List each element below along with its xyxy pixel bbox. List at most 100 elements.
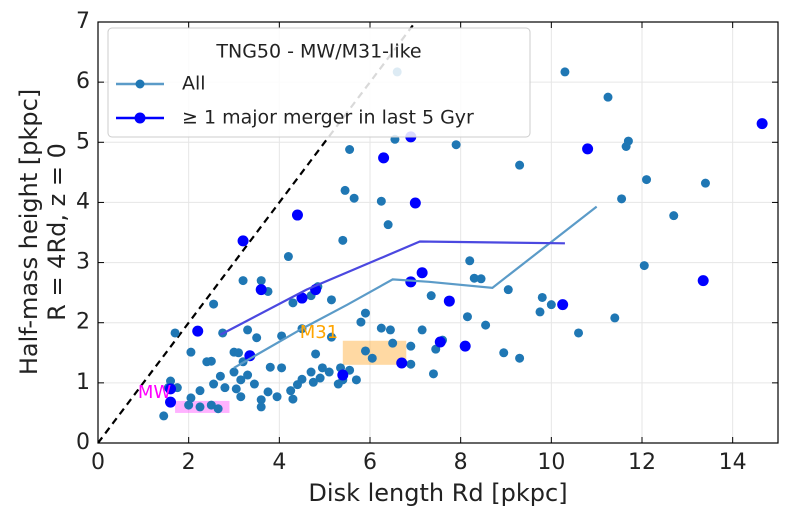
scatter-point xyxy=(249,379,259,389)
scatter-point xyxy=(476,274,486,284)
scatter-point xyxy=(574,328,584,338)
scatter-point xyxy=(311,349,321,359)
y-tick-label: 1 xyxy=(76,370,90,395)
scatter-point xyxy=(186,393,196,403)
scatter-point xyxy=(326,332,336,342)
scatter-point xyxy=(582,143,594,155)
scatter-point xyxy=(434,336,446,348)
scatter-point xyxy=(428,369,438,379)
median-line xyxy=(219,240,565,336)
scatter-point xyxy=(256,395,266,405)
scatter-point xyxy=(409,197,421,209)
scatter-point xyxy=(481,320,491,330)
scatter-point xyxy=(317,363,327,373)
scatter-point xyxy=(557,299,569,311)
scatter-point xyxy=(206,400,216,410)
legend-title: TNG50 - MW/M31-like xyxy=(215,41,421,63)
scatter-point xyxy=(292,380,302,390)
scatter-point xyxy=(459,340,471,352)
scatter-point xyxy=(503,285,513,295)
scatter-point xyxy=(252,333,262,343)
scatter-point xyxy=(277,363,287,373)
scatter-point xyxy=(236,392,246,402)
scatter-point xyxy=(465,256,475,266)
legend-marker xyxy=(134,112,146,124)
scatter-point xyxy=(603,92,613,102)
scatter-point xyxy=(642,175,652,185)
scatter-point xyxy=(296,292,308,304)
scatter-point xyxy=(283,252,293,262)
scatter-point xyxy=(360,308,370,318)
y-axis-label: Half-mass height [pkpc] xyxy=(15,89,43,375)
scatter-point xyxy=(469,273,479,283)
scatter-point xyxy=(165,396,177,408)
scatter-point xyxy=(546,300,556,310)
scatter-point xyxy=(385,325,395,335)
y-tick-label: 3 xyxy=(76,250,90,275)
scatter-point xyxy=(700,178,710,188)
scatter-point xyxy=(451,140,461,150)
y-axis-label: R = 4Rd, z = 0 xyxy=(43,143,71,321)
scatter-point xyxy=(697,275,709,287)
scatter-point xyxy=(383,220,393,230)
scatter-point xyxy=(243,370,253,380)
scatter-point xyxy=(288,394,298,404)
scatter-point xyxy=(340,185,350,195)
scatter-point xyxy=(338,235,348,245)
y-tick-label: 0 xyxy=(76,430,90,455)
x-tick-label: 10 xyxy=(537,450,565,475)
scatter-point xyxy=(378,152,390,164)
y-tick-label: 2 xyxy=(76,310,90,335)
scatter-point xyxy=(195,386,205,396)
scatter-point xyxy=(349,193,359,203)
scatter-point xyxy=(209,379,219,389)
scatter-point xyxy=(639,261,649,271)
scatter-point xyxy=(560,67,570,77)
scatter-point xyxy=(406,341,416,351)
scatter-point xyxy=(184,400,194,410)
x-tick-label: 12 xyxy=(628,450,656,475)
scatter-point xyxy=(237,235,249,247)
scatter-point xyxy=(416,267,428,279)
scatter-point xyxy=(376,323,386,333)
scatter-point xyxy=(367,353,377,363)
scatter-point xyxy=(499,348,509,358)
scatter-point xyxy=(621,141,631,151)
scatter-point xyxy=(220,383,230,393)
median-line xyxy=(233,205,598,369)
scatter-point xyxy=(234,348,244,358)
scatter-point xyxy=(231,384,241,394)
scatter-point xyxy=(165,383,177,395)
scatter-point xyxy=(756,118,768,130)
x-tick-label: 4 xyxy=(272,450,286,475)
x-tick-label: 0 xyxy=(91,450,105,475)
scatter-point xyxy=(263,387,273,397)
scatter-point xyxy=(617,194,627,204)
scatter-point xyxy=(288,298,298,308)
scatter-point xyxy=(215,371,225,381)
scatter-point xyxy=(515,353,525,363)
scatter-point xyxy=(236,375,246,385)
x-tick-label: 2 xyxy=(182,450,196,475)
scatter-point xyxy=(406,359,416,369)
legend-label: ≥ 1 major merger in last 5 Gyr xyxy=(182,107,474,129)
y-tick-label: 6 xyxy=(76,69,90,94)
scatter-point xyxy=(306,367,316,377)
scatter-point xyxy=(388,338,398,348)
scatter-point xyxy=(462,312,472,322)
scatter-point xyxy=(256,402,266,412)
scatter-point xyxy=(610,313,620,323)
scatter-point xyxy=(324,367,334,377)
scatter-point xyxy=(286,386,296,396)
scatter-point xyxy=(291,209,303,221)
scatter-point xyxy=(272,392,282,402)
scatter-point xyxy=(405,276,417,288)
scatter-point xyxy=(396,357,408,369)
scatter-point xyxy=(243,325,253,335)
x-tick-label: 14 xyxy=(719,450,747,475)
y-tick-label: 5 xyxy=(76,129,90,154)
x-tick-label: 6 xyxy=(363,450,377,475)
scatter-point xyxy=(515,160,525,170)
scatter-point xyxy=(209,299,219,309)
